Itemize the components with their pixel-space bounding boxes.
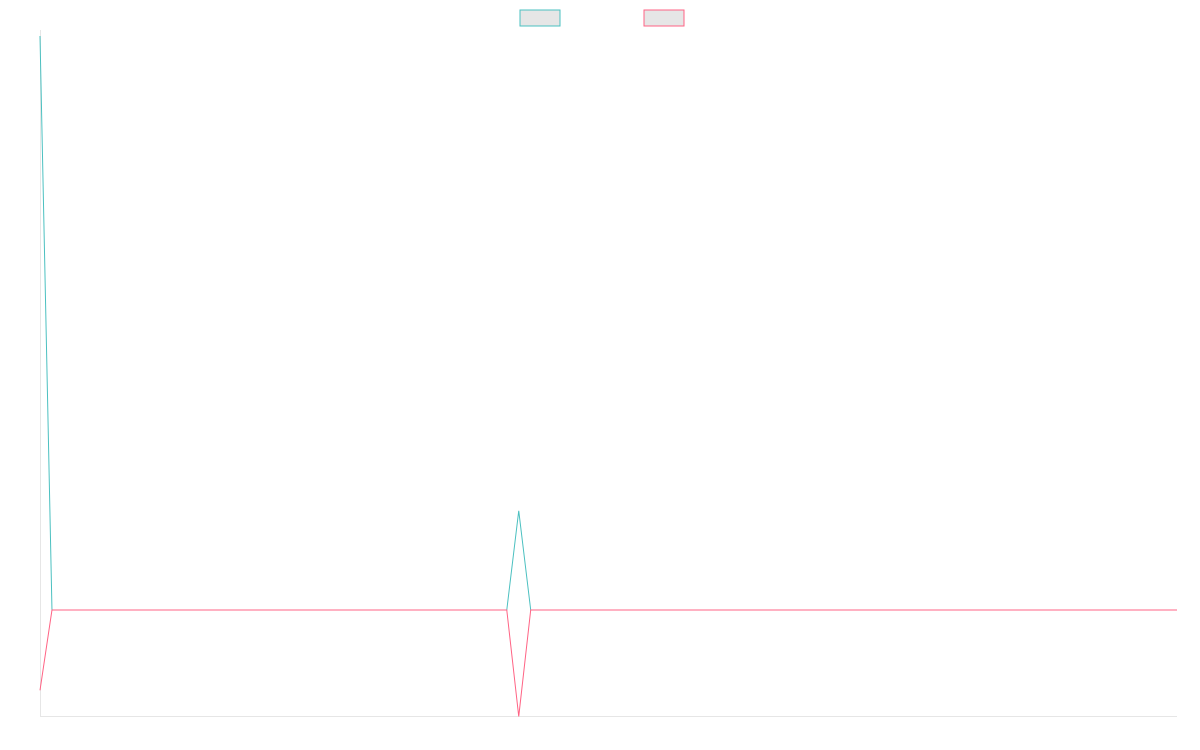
series-layer — [39, 35, 1177, 717]
series-line-1 — [39, 35, 1177, 611]
legend-swatch-2[interactable] — [643, 9, 685, 27]
series-line-2 — [39, 609, 1177, 717]
chart-axes — [40, 30, 1177, 717]
legend-swatch-1[interactable] — [519, 9, 561, 27]
chart-legend[interactable] — [519, 9, 685, 27]
